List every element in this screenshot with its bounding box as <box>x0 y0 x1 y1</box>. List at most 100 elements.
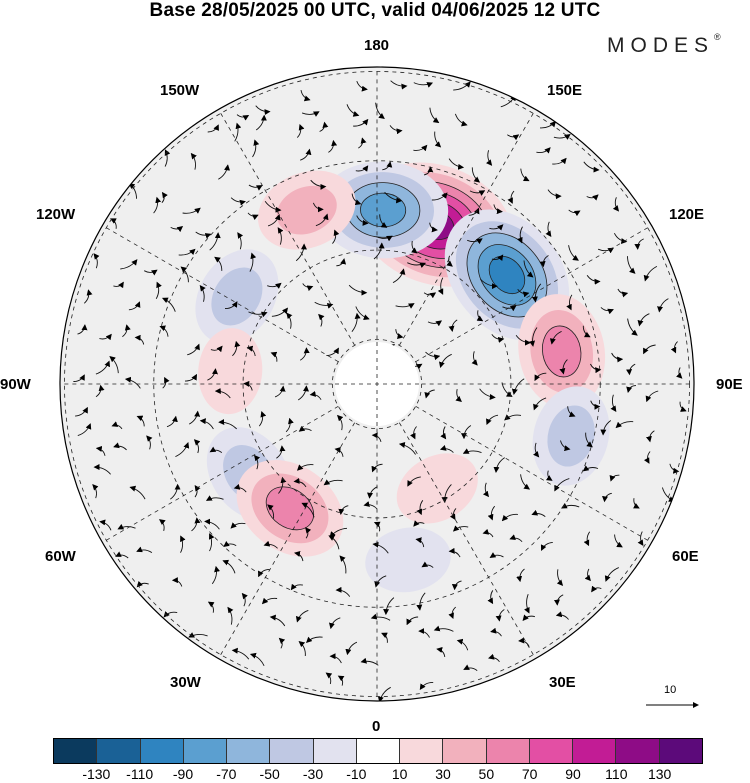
wind-arrow <box>518 637 530 647</box>
wind-arrow <box>298 640 306 657</box>
wind-arrow <box>205 495 224 501</box>
wind-arrow <box>520 168 530 182</box>
wind-arrow <box>319 121 329 132</box>
wind-arrow <box>315 213 329 227</box>
wind-arrow <box>99 333 112 341</box>
anomaly-contour <box>547 405 595 467</box>
wind-arrow <box>346 104 360 117</box>
wind-arrow <box>204 518 220 530</box>
registered-mark: ® <box>714 32 721 42</box>
wind-arrow <box>448 319 458 332</box>
anomaly-contour <box>211 267 263 326</box>
wind-arrow <box>390 80 408 90</box>
wind-arrow <box>523 260 534 278</box>
wind-arrow <box>456 638 469 651</box>
wind-arrow <box>377 686 391 701</box>
wind-arrow <box>77 324 88 335</box>
wind-arrow <box>332 229 340 244</box>
wind-arrow <box>471 351 478 366</box>
wind-arrow <box>246 345 256 357</box>
wind-arrow <box>627 318 638 336</box>
colorbar-segment <box>573 739 617 763</box>
colorbar-segment <box>313 739 357 763</box>
wind-arrow <box>110 218 117 229</box>
wind-arrow <box>448 547 461 558</box>
wind-arrow <box>301 502 315 518</box>
colorbar-segment <box>54 739 98 763</box>
modes-logo: MODES® <box>607 32 721 58</box>
colorbar-label: -70 <box>216 766 237 782</box>
wind-arrow <box>300 148 312 161</box>
wind-arrow <box>297 385 309 401</box>
negative-anomaly-west-canada <box>195 249 279 344</box>
wind-arrow <box>424 389 435 399</box>
wind-arrow <box>524 594 530 614</box>
wind-arrow <box>373 521 381 532</box>
colorbar-segment <box>529 739 574 763</box>
wind-arrow <box>549 330 562 345</box>
colorbar-segment <box>183 739 228 763</box>
lon-label-150e: 150E <box>547 82 583 99</box>
wind-arrow <box>159 325 169 337</box>
wind-arrow <box>122 324 131 338</box>
wind-arrow <box>95 445 106 456</box>
wind-arrow <box>438 353 452 369</box>
wind-arrow <box>670 341 678 354</box>
wind-arrow <box>191 517 201 532</box>
positive-anomaly-north-atlantic <box>236 460 344 557</box>
wind-arrow <box>416 500 424 516</box>
wind-arrow <box>419 681 434 691</box>
wind-arrow <box>188 410 201 425</box>
wind-arrow <box>375 102 385 120</box>
wind-arrow <box>175 442 190 458</box>
wind-arrow <box>515 335 531 346</box>
wind-arrow <box>645 390 659 403</box>
wind-arrow <box>431 192 448 201</box>
wind-arrow <box>502 305 517 312</box>
wind-arrow <box>300 90 311 102</box>
wind-arrow <box>337 414 344 431</box>
brand-text: MODES <box>607 34 715 57</box>
wind-arrow <box>75 406 88 417</box>
wind-arrow <box>329 653 342 664</box>
colorbar-label: -110 <box>126 766 154 782</box>
wind-arrow <box>253 454 261 470</box>
colorbar-label: -50 <box>259 766 280 782</box>
wind-arrow <box>482 528 494 538</box>
wind-arrow <box>302 283 314 292</box>
wind-arrow <box>486 414 499 426</box>
wind-arrow <box>277 227 284 245</box>
wind-arrow <box>434 131 442 148</box>
wind-arrow <box>379 214 388 228</box>
wind-arrow <box>190 152 197 170</box>
wind-arrow <box>236 114 250 121</box>
wind-arrow <box>247 212 259 221</box>
wind-arrow <box>384 191 403 204</box>
wind-arrow <box>583 161 600 173</box>
wind-arrow <box>267 282 282 289</box>
wind-arrow <box>234 122 242 142</box>
colorbar-segment <box>616 739 660 763</box>
wind-arrow <box>325 672 333 685</box>
wind-arrow <box>370 613 391 621</box>
wind-arrow <box>413 520 425 527</box>
wind-arrow <box>539 255 549 268</box>
colorbar-label: -30 <box>302 766 324 782</box>
wind-arrow <box>441 484 452 504</box>
graticule <box>60 67 694 701</box>
wind-arrow <box>613 232 628 245</box>
wind-arrow <box>93 464 111 475</box>
wind-arrow <box>626 363 636 376</box>
wind-arrow <box>95 384 105 398</box>
meridian-line <box>213 101 356 346</box>
positive-anomaly-canada <box>198 328 263 415</box>
wind-arrow <box>568 209 581 217</box>
meridian-line <box>415 405 660 548</box>
wind-arrow <box>207 601 215 613</box>
lon-label-30w: 30W <box>170 674 201 691</box>
wind-arrow <box>395 329 404 339</box>
wind-arrow <box>99 519 112 531</box>
wind-arrow <box>582 325 591 338</box>
wind-arrow <box>516 568 525 583</box>
